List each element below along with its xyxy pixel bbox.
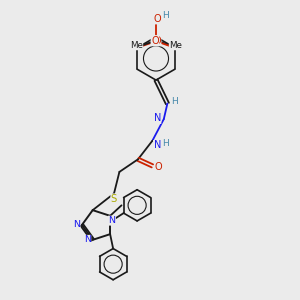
Text: N: N [73,220,80,230]
Text: N: N [108,216,116,225]
Text: O: O [153,14,161,24]
Text: H: H [162,11,169,20]
Text: S: S [111,194,117,204]
Text: N: N [84,235,91,244]
Text: O: O [154,162,162,172]
Text: O: O [151,36,159,46]
Text: O: O [153,36,161,46]
Text: N: N [154,140,161,151]
Text: Me: Me [169,41,182,50]
Text: H: H [171,97,177,106]
Text: Me: Me [130,41,143,50]
Text: N: N [154,113,161,124]
Text: H: H [162,139,169,148]
